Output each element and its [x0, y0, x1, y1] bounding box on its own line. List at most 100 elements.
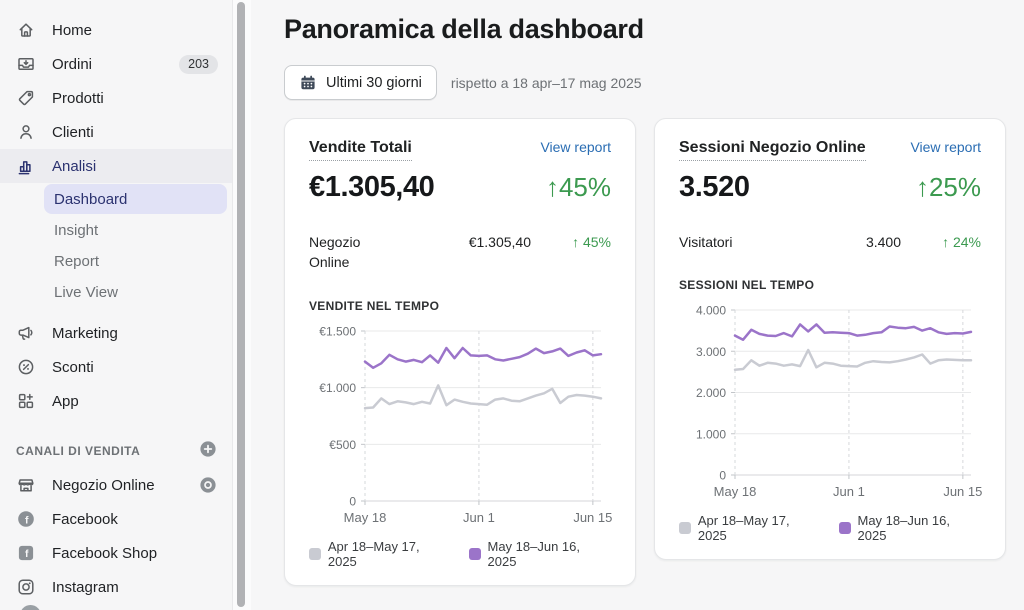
calendar-icon [299, 74, 317, 92]
view-store-eye-button[interactable] [198, 475, 218, 495]
chart-legend: Apr 18–May 17, 2025 May 18–Jun 16, 2025 [679, 513, 981, 543]
sidebar-item-customers[interactable]: Clienti [0, 115, 232, 149]
breakdown-value: €1.305,40 [468, 234, 531, 250]
dashboard-controls: Ultimi 30 giorni rispetto a 18 apr–17 ma… [284, 65, 1024, 100]
sidebar-item-analytics[interactable]: Analisi [0, 149, 232, 183]
legend-swatch-current [468, 547, 481, 560]
legend-swatch-current [838, 522, 851, 535]
channel-icon-partial [20, 605, 41, 610]
discount-icon [16, 357, 36, 377]
sidebar-item-label: App [52, 392, 79, 410]
total-sales-view-report-link[interactable]: View report [540, 139, 611, 155]
svg-text:May 18: May 18 [714, 484, 757, 499]
breakdown-delta: ↑ 24% [942, 234, 981, 250]
svg-text:0: 0 [719, 469, 726, 483]
svg-text:2.000: 2.000 [696, 386, 726, 400]
legend-swatch-previous [309, 547, 321, 560]
sidebar-item-label: Instagram [52, 578, 119, 596]
svg-text:0: 0 [349, 494, 356, 508]
sidebar-subitem-dashboard[interactable]: Dashboard [44, 184, 227, 214]
sidebar-scrollbar-track [232, 0, 251, 610]
apps-icon [16, 391, 36, 411]
sidebar-item-marketing[interactable]: Marketing [0, 316, 232, 350]
legend-item-previous: Apr 18–May 17, 2025 [679, 513, 821, 543]
home-icon [16, 20, 36, 40]
sidebar-scrollbar-thumb[interactable] [237, 2, 245, 607]
tag-icon [16, 88, 36, 108]
sidebar-subitem-insight[interactable]: Insight [54, 221, 99, 239]
sidebar-item-instagram[interactable]: Instagram [0, 570, 232, 604]
sidebar-item-home[interactable]: Home [0, 13, 232, 47]
facebook-shop-icon: f [16, 543, 36, 563]
svg-text:Jun 15: Jun 15 [573, 510, 612, 525]
breakdown-delta: ↑ 45% [572, 234, 611, 250]
add-channel-button[interactable] [198, 439, 218, 464]
sidebar-item-label: Clienti [52, 123, 94, 141]
sessions-breakdown-row: Visitatori 3.400 ↑ 24% [679, 232, 981, 252]
sidebar-item-facebook-shop[interactable]: f Facebook Shop [0, 536, 232, 570]
sidebar-item-label: Facebook [52, 510, 118, 528]
sidebar-item-label: Home [52, 21, 93, 39]
total-sales-breakdown-row: Negozio Online €1.305,40 ↑ 45% [309, 232, 611, 273]
sidebar-item-label: Facebook Shop [52, 544, 158, 562]
svg-text:Jun 15: Jun 15 [943, 484, 982, 499]
sidebar-item-products[interactable]: Prodotti [0, 81, 232, 115]
svg-text:€1.000: €1.000 [319, 381, 356, 395]
sales-over-time-chart: 0 €500 €1.000 €1.500 May 18 Jun 1 Jun 15 [309, 319, 612, 535]
megaphone-icon [16, 323, 36, 343]
legend-item-current: May 18–Jun 16, 2025 [468, 539, 611, 569]
sidebar-subitem-live-view[interactable]: Live View [54, 283, 118, 301]
svg-text:May 18: May 18 [344, 510, 387, 525]
analytics-icon [16, 156, 36, 176]
customers-icon [16, 122, 36, 142]
sidebar-item-label: Analisi [52, 157, 97, 175]
sidebar-subitem-report[interactable]: Report [54, 252, 100, 270]
sessions-value: 3.520 [679, 171, 750, 203]
svg-text:€1.500: €1.500 [319, 324, 356, 338]
sales-channels-header: CANALI DI VENDITA [0, 434, 232, 468]
sidebar-item-label: Ordini [52, 55, 93, 73]
breakdown-value: 3.400 [865, 234, 901, 250]
sidebar-item-facebook[interactable]: f Facebook [0, 502, 232, 536]
facebook-icon: f [16, 509, 36, 529]
main-content: Panoramica della dashboard Ultimi 30 gio… [251, 0, 1024, 610]
page-title: Panoramica della dashboard [284, 14, 644, 44]
svg-text:3.000: 3.000 [696, 345, 726, 359]
svg-text:f: f [25, 514, 29, 526]
breakdown-label: Negozio Online [309, 234, 361, 271]
svg-text:Jun 1: Jun 1 [463, 510, 495, 525]
total-sales-title[interactable]: Vendite Totali [309, 139, 412, 161]
sessions-over-time-label: SESSIONI NEL TEMPO [679, 278, 815, 293]
sessions-title[interactable]: Sessioni Negozio Online [679, 139, 866, 161]
date-range-label: Ultimi 30 giorni [326, 74, 422, 91]
sidebar: Home Ordini 203 Prodotti Clienti A [0, 0, 232, 610]
date-range-button[interactable]: Ultimi 30 giorni [284, 65, 437, 100]
total-sales-card: Vendite Totali View report €1.305,40 ↑45… [284, 118, 636, 586]
sidebar-item-orders[interactable]: Ordini 203 [0, 47, 232, 81]
instagram-icon [16, 577, 36, 597]
sidebar-item-apps[interactable]: App [0, 384, 232, 418]
sessions-delta: ↑25% [915, 172, 981, 202]
chart-legend: Apr 18–May 17, 2025 May 18–Jun 16, 2025 [309, 539, 611, 569]
sidebar-item-label: Negozio Online [52, 476, 155, 494]
orders-icon [16, 54, 36, 74]
sessions-view-report-link[interactable]: View report [910, 139, 981, 155]
legend-swatch-previous [679, 522, 691, 535]
sales-over-time-label: VENDITE NEL TEMPO [309, 298, 440, 313]
orders-count-badge: 203 [179, 54, 218, 74]
sessions-over-time-chart: 0 1.000 2.000 3.000 4.000 May 18 Jun 1 Jun 15 [679, 298, 982, 509]
metric-cards: Vendite Totali View report €1.305,40 ↑45… [284, 118, 1024, 586]
comparison-period-text: rispetto a 18 apr–17 mag 2025 [450, 74, 642, 91]
breakdown-label: Visitatori [679, 234, 733, 250]
legend-item-previous: Apr 18–May 17, 2025 [309, 539, 451, 569]
sidebar-item-label: Prodotti [52, 89, 104, 107]
sidebar-item-online-store[interactable]: Negozio Online [0, 468, 232, 502]
svg-text:€500: €500 [329, 437, 356, 451]
svg-text:4.000: 4.000 [696, 304, 726, 318]
svg-text:Jun 1: Jun 1 [833, 484, 865, 499]
total-sales-value: €1.305,40 [309, 171, 435, 203]
svg-text:f: f [25, 548, 29, 560]
sidebar-item-discounts[interactable]: Sconti [0, 350, 232, 384]
legend-item-current: May 18–Jun 16, 2025 [838, 513, 981, 543]
